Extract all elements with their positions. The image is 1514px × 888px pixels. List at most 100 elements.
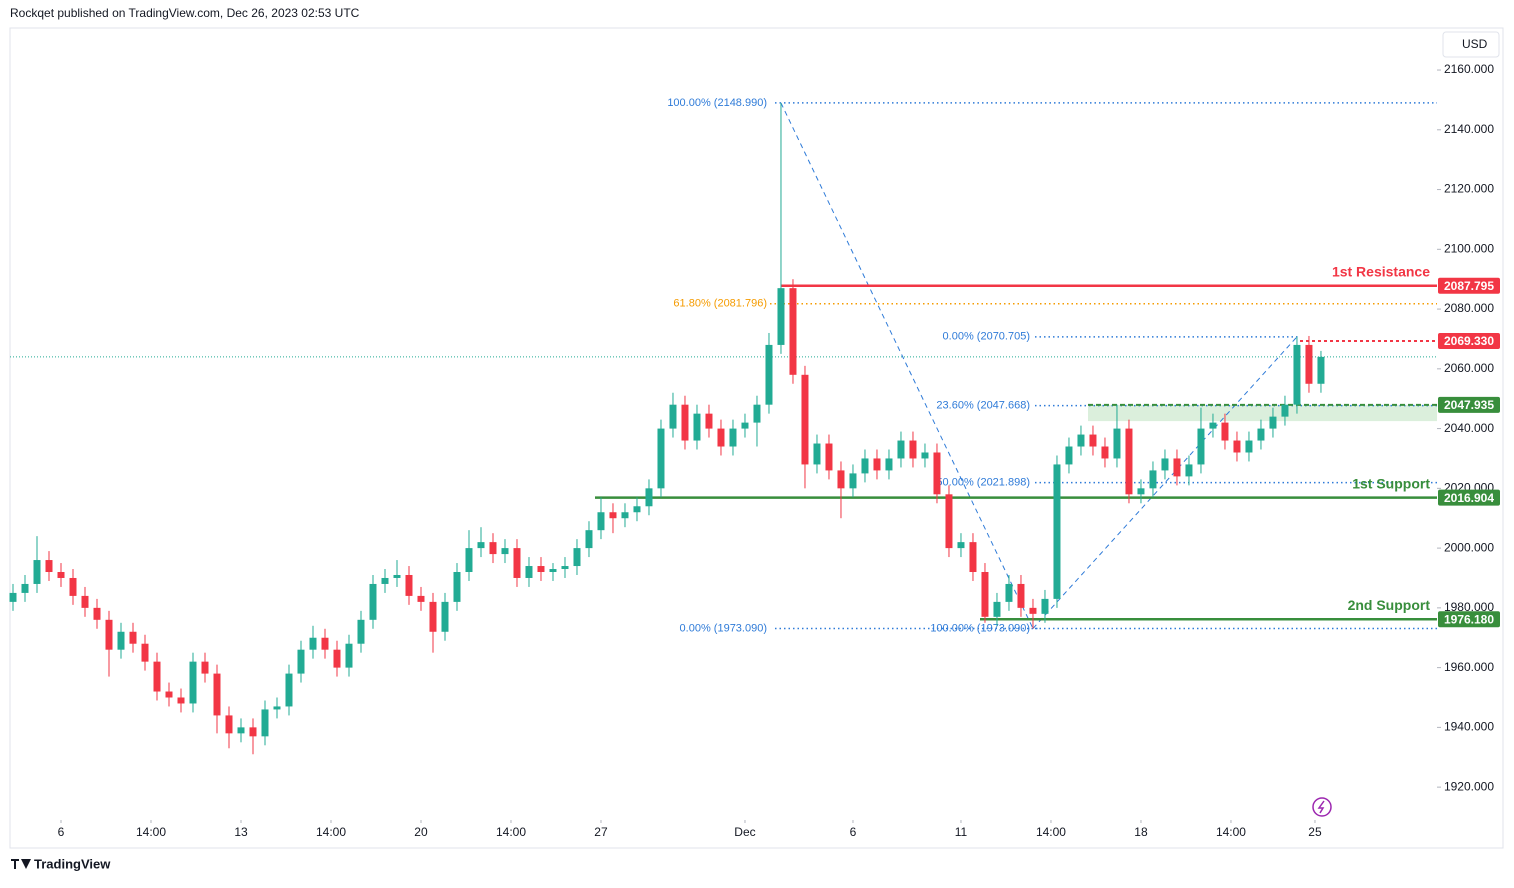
candle-body xyxy=(1293,344,1301,405)
candle-body xyxy=(1209,422,1217,429)
level-value: 2047.935 xyxy=(1444,398,1494,412)
candle-body xyxy=(237,727,245,734)
candle-body xyxy=(693,413,701,441)
candle-body xyxy=(1173,458,1181,477)
candle-body xyxy=(1053,464,1061,599)
level-tag xyxy=(1438,332,1500,349)
candle-body xyxy=(849,473,857,489)
level-name: 1st Resistance xyxy=(1332,263,1430,279)
fib-label: 61.80% (2081.796) xyxy=(673,298,767,310)
x-tick-label: 14:00 xyxy=(1216,825,1246,839)
candle-body xyxy=(1161,458,1169,471)
candle-body xyxy=(909,440,917,459)
candle-body xyxy=(633,506,641,513)
fib-label: 23.60% (2047.668) xyxy=(936,400,1030,412)
level-tag xyxy=(1438,396,1500,413)
candle-body xyxy=(177,697,185,704)
candle-body xyxy=(537,566,545,573)
candle-body xyxy=(873,458,881,471)
level-value: 2087.795 xyxy=(1444,279,1494,293)
fib-label: 100.00% (1973.090) xyxy=(930,622,1030,634)
candle-body xyxy=(153,661,161,692)
level-value: 2069.330 xyxy=(1444,334,1494,348)
fib-trend xyxy=(780,102,1034,629)
header-title: Rockqet published on TradingView.com, De… xyxy=(10,6,360,20)
currency: USD xyxy=(1462,37,1488,51)
candle-body xyxy=(189,661,197,704)
candle-body xyxy=(261,709,269,737)
x-tick-label: 27 xyxy=(594,825,608,839)
candle-body xyxy=(1137,488,1145,495)
candle-body xyxy=(1233,440,1241,453)
candle-body xyxy=(1317,356,1325,384)
candle-body xyxy=(1221,422,1229,441)
x-tick-label: 14:00 xyxy=(1036,825,1066,839)
candle-body xyxy=(861,458,869,474)
candle-body xyxy=(609,512,617,519)
fib-label: 50.00% (2021.898) xyxy=(936,477,1030,489)
brand-logo xyxy=(11,859,31,869)
x-tick-label: Dec xyxy=(734,825,755,839)
level-name: 1st Support xyxy=(1352,475,1430,491)
y-tick-label: 2100.000 xyxy=(1444,241,1494,255)
candle-body xyxy=(249,727,257,737)
candle-body xyxy=(405,574,413,596)
event-icon[interactable] xyxy=(1312,797,1332,817)
candle-body xyxy=(897,440,905,459)
candle-body xyxy=(729,428,737,447)
candle-body xyxy=(105,619,113,650)
candle-body xyxy=(1089,434,1097,447)
fib-label: 0.00% (1973.090) xyxy=(680,622,767,634)
candle-body xyxy=(837,470,845,489)
y-tick-label: 1980.000 xyxy=(1444,600,1494,614)
candle-body xyxy=(813,443,821,465)
candle-body xyxy=(141,643,149,662)
candle-body xyxy=(657,428,665,489)
candle-body xyxy=(393,574,401,578)
x-tick-label: 25 xyxy=(1308,825,1322,839)
zone xyxy=(1088,404,1437,422)
candle-body xyxy=(441,601,449,632)
currency-box[interactable] xyxy=(1442,31,1500,58)
level-tag xyxy=(1438,611,1500,628)
fib-label: 0.00% (2070.705) xyxy=(943,331,1030,343)
candle-body xyxy=(9,592,17,602)
candle-body xyxy=(225,715,233,734)
candle-body xyxy=(957,542,965,549)
candle-body xyxy=(117,631,125,650)
candle-body xyxy=(885,458,893,471)
candle-body xyxy=(1257,428,1265,441)
candle-body xyxy=(477,542,485,549)
candle-body xyxy=(417,595,425,602)
candle-body xyxy=(1077,434,1085,447)
y-tick-label: 2000.000 xyxy=(1444,540,1494,554)
event-bolt xyxy=(1317,800,1325,814)
x-tick-label: 20 xyxy=(414,825,428,839)
candle-body xyxy=(981,572,989,617)
level-tag xyxy=(1438,489,1500,506)
x-tick-label: 11 xyxy=(955,825,968,839)
candle-body xyxy=(273,706,281,710)
candle-body xyxy=(33,560,41,584)
candle-body xyxy=(921,452,929,459)
y-tick-label: 2060.000 xyxy=(1444,361,1494,375)
candle-body xyxy=(597,512,605,531)
candle-body xyxy=(945,494,953,549)
y-tick-label: 2140.000 xyxy=(1444,122,1494,136)
candle-body xyxy=(501,548,509,555)
candle-body xyxy=(333,649,341,668)
candle-body xyxy=(513,548,521,578)
candle-body xyxy=(81,595,89,608)
candle-body xyxy=(1041,598,1049,614)
candle-body xyxy=(345,643,353,668)
x-tick-label: 14:00 xyxy=(496,825,526,839)
candle-body xyxy=(645,488,653,507)
candle-body xyxy=(825,443,833,471)
fib-trend xyxy=(1032,336,1298,629)
candle-body xyxy=(201,661,209,674)
x-tick-label: 6 xyxy=(58,825,65,839)
candle-body xyxy=(1017,583,1025,608)
candle-body xyxy=(357,619,365,644)
candle-body xyxy=(1149,470,1157,489)
